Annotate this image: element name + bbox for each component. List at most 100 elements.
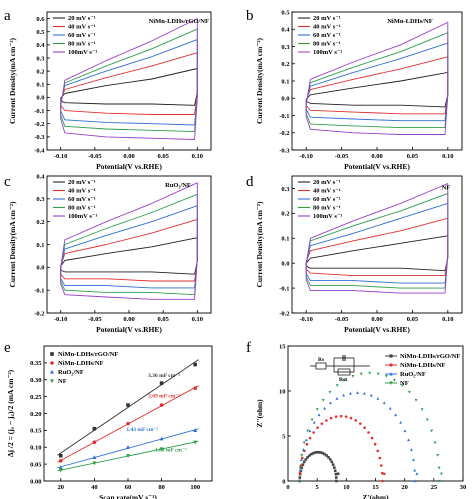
y-tick-label: 0.5 — [36, 29, 45, 36]
data-point — [334, 476, 338, 479]
panel-letter: c — [4, 174, 11, 190]
data-point — [335, 396, 339, 400]
y-tick-label: -0.1 — [279, 285, 289, 292]
y-tick-label: 0.1 — [281, 78, 289, 85]
data-point — [300, 453, 304, 457]
y-tick-label: 0.0 — [36, 95, 44, 102]
x-tick-label: 40 — [91, 484, 98, 491]
data-point — [314, 451, 318, 454]
x-tick-label: 0.05 — [407, 316, 419, 323]
x-tick-label: 5 — [316, 484, 320, 491]
legend-entry: 40 mV s⁻¹ — [313, 24, 341, 31]
data-point — [403, 429, 407, 433]
y-tick-label: 15 — [279, 343, 286, 350]
data-point — [331, 463, 335, 466]
data-point — [342, 393, 346, 397]
data-point — [343, 378, 347, 382]
x-tick-label: -0.10 — [299, 153, 313, 160]
legend-entry: NF — [58, 378, 67, 385]
data-point — [380, 471, 384, 475]
data-point — [58, 468, 63, 473]
panel-a: -0.10 -0.05 0.00 0.05 0.10 -0.4 -0.3 -0.2 -0.1 0.… — [4, 8, 212, 171]
data-point — [193, 440, 198, 445]
data-point — [315, 408, 319, 411]
y-tick-label: 5 — [282, 433, 286, 440]
cv-curve — [60, 182, 198, 300]
data-point — [312, 420, 316, 424]
x-tick-label: 10 — [343, 484, 350, 491]
y-tick-label: 0 — [282, 478, 285, 485]
data-point — [325, 454, 328, 457]
legend-entry: NiMn-LDHs/rGO/NF — [400, 353, 460, 360]
data-point — [317, 413, 321, 417]
x-tick-label: 0.10 — [192, 316, 203, 323]
data-point — [50, 369, 54, 374]
data-point — [304, 438, 308, 442]
data-point — [159, 447, 164, 452]
x-axis-label: Potential(V vs.RHE) — [344, 162, 410, 171]
data-point — [298, 468, 302, 472]
legend-entry: 60 mV s⁻¹ — [68, 196, 96, 203]
data-point — [318, 451, 322, 454]
data-point — [369, 393, 373, 397]
y-tick-label: 0.3 — [281, 186, 290, 193]
data-point — [92, 461, 97, 466]
legend-entry: 20 mV s⁻¹ — [68, 179, 96, 186]
data-point — [159, 403, 164, 407]
data-point — [59, 458, 63, 463]
data-point — [300, 466, 304, 469]
legend-entry: NiMn-LDHs/NF — [400, 362, 446, 369]
cv-curve — [60, 18, 198, 140]
data-point — [389, 363, 393, 367]
data-point — [389, 381, 393, 385]
data-point — [298, 476, 302, 479]
legend-entry: NF — [400, 380, 409, 387]
inset-label-rct: Rct — [339, 377, 347, 383]
data-point — [362, 391, 366, 395]
y-axis-label: Z''(ohm) — [255, 399, 264, 428]
data-point — [335, 384, 339, 387]
data-point — [50, 361, 54, 365]
data-point — [320, 422, 324, 425]
y-tick-label: 0.4 — [281, 27, 290, 34]
x-tick-label: 80 — [158, 484, 165, 491]
legend-entry: NiMn-LDHs/NF — [58, 360, 104, 367]
data-point — [399, 420, 403, 424]
legend-entry: 100mV s⁻¹ — [313, 49, 342, 56]
data-point — [384, 374, 388, 378]
data-point — [336, 472, 340, 476]
y-tick-label: 0.1 — [36, 242, 44, 249]
data-point — [334, 472, 338, 476]
data-point — [373, 442, 377, 446]
sample-label: NiMn-LDHs/NF — [387, 18, 433, 25]
y-tick-label: -0.3 — [279, 147, 290, 154]
data-point — [378, 456, 382, 460]
y-tick-label: -0.1 — [34, 287, 44, 294]
data-point — [412, 458, 415, 462]
data-point — [367, 431, 370, 434]
legend-entry: 80 mV s⁻¹ — [68, 41, 96, 48]
data-point — [339, 414, 343, 418]
x-tick-label: 0.10 — [192, 153, 203, 160]
data-point — [433, 441, 437, 445]
x-tick-label: 0.00 — [123, 153, 134, 160]
cv-curve — [305, 183, 449, 294]
y-tick-label: 0.1 — [36, 82, 44, 89]
panel-f: 0 5 10 15 20 25 30 0 5 10 15 Z'(ohm) Z''(ohm) f NiMn-L… — [246, 340, 466, 499]
data-point — [437, 466, 441, 470]
y-tick-label: 0.3 — [36, 55, 45, 62]
data-point — [312, 451, 315, 455]
legend-entry: 60 mV s⁻¹ — [313, 32, 341, 39]
data-point — [126, 454, 130, 458]
slope-label: 3.36 mF cm⁻² — [148, 373, 180, 379]
y-tick-label: -0.2 — [279, 130, 289, 137]
resistor-rs — [315, 362, 327, 370]
data-point — [193, 362, 197, 367]
data-point — [327, 455, 330, 459]
legend-entry: 20 mV s⁻¹ — [68, 15, 96, 22]
legend-entry: 40 mV s⁻¹ — [68, 24, 96, 31]
data-point — [330, 460, 334, 464]
data-point — [306, 429, 310, 433]
data-point — [413, 468, 417, 472]
data-point — [58, 465, 63, 470]
